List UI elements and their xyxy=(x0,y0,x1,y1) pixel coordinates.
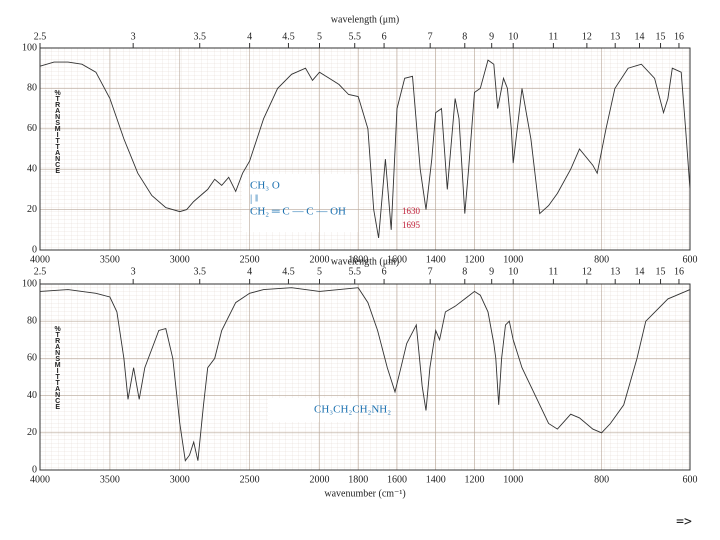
structure-box xyxy=(268,398,360,422)
x2-tick-label: 3 xyxy=(131,31,136,42)
x2-tick-label: 9 xyxy=(489,266,494,277)
x-tick-label: 2500 xyxy=(240,254,260,265)
y-tick-label: 20 xyxy=(27,204,37,215)
x-tick-label: 600 xyxy=(683,254,698,265)
structure-box xyxy=(242,174,360,232)
y-axis-title: %TRANSMITTANCE xyxy=(53,326,61,410)
y-tick-label: 60 xyxy=(27,123,37,134)
x2-tick-label: 16 xyxy=(674,266,684,277)
x2-tick-label: 10 xyxy=(508,31,518,42)
x2-tick-label: 12 xyxy=(582,31,592,42)
y-tick-label: 40 xyxy=(27,390,37,401)
x2-tick-label: 10 xyxy=(508,266,518,277)
plot-frame xyxy=(39,47,691,251)
x-tick-label: 1400 xyxy=(426,254,446,265)
y-tick-label: 60 xyxy=(27,353,37,364)
x-tick-label: 1600 xyxy=(387,254,407,265)
x2-tick-label: 4 xyxy=(247,266,252,277)
x2-tick-label: 8 xyxy=(462,31,467,42)
x2-tick-label: 4 xyxy=(247,31,252,42)
spectrum-line xyxy=(39,287,691,462)
x2-tick-label: 11 xyxy=(549,31,559,42)
x-tick-label: 800 xyxy=(594,254,609,265)
x-tick-label: 1200 xyxy=(464,254,484,265)
x2-tick-label: 5 xyxy=(317,266,322,277)
x-tick-label: 2500 xyxy=(240,474,260,485)
x2-tick-label: 11 xyxy=(549,266,559,277)
x-tick-label: 4000 xyxy=(30,254,50,265)
x2-tick-label: 5.5 xyxy=(348,266,361,277)
structure-formula: | ‖ xyxy=(250,193,258,205)
minor-grid xyxy=(40,48,690,250)
x2-tick-label: 2.5 xyxy=(34,266,47,277)
x2-tick-label: 6 xyxy=(382,266,387,277)
y-tick-label: 80 xyxy=(27,83,37,94)
x-tick-label: 1800 xyxy=(348,474,368,485)
peak-annotation: 1630 xyxy=(402,206,421,216)
peak-annotation: 1695 xyxy=(402,220,421,230)
x-axis-title: wavenumber (cm⁻¹) xyxy=(324,488,405,499)
x2-tick-label: 13 xyxy=(610,31,620,42)
x-tick-label: 1800 xyxy=(348,254,368,265)
y-tick-label: 20 xyxy=(27,427,37,438)
x-tick-label: 3000 xyxy=(170,474,190,485)
plot-frame xyxy=(39,283,691,471)
x2-tick-label: 4.5 xyxy=(282,31,295,42)
x2-tick-label: 6 xyxy=(382,31,387,42)
x-tick-label: 3000 xyxy=(170,254,190,265)
next-arrow[interactable]: => xyxy=(676,515,692,530)
x-tick-label: 4000 xyxy=(30,474,50,485)
x2-tick-label: 16 xyxy=(674,31,684,42)
y-axis-title: %TRANSMITTANCE xyxy=(53,90,61,174)
x2-tick-label: 15 xyxy=(656,31,666,42)
x2-tick-label: 8 xyxy=(462,266,467,277)
spectrum-line xyxy=(39,59,691,238)
y-tick-label: 100 xyxy=(22,278,37,289)
x-tick-label: 1200 xyxy=(464,474,484,485)
x2-tick-label: 9 xyxy=(489,31,494,42)
structure-formula: CH₃CH₂CH₂NH₂ xyxy=(314,404,391,416)
x-tick-label: 1600 xyxy=(387,474,407,485)
x2-tick-label: 7 xyxy=(428,31,433,42)
y-tick-label: 40 xyxy=(27,163,37,174)
x2-tick-label: 3 xyxy=(131,266,136,277)
y-tick-label: 0 xyxy=(32,464,37,475)
y-tick-label: 0 xyxy=(32,244,37,255)
structure-formula: CH₂ ═ C — C — OH xyxy=(250,206,346,218)
x-tick-label: 800 xyxy=(594,474,609,485)
x-tick-label: 3500 xyxy=(100,474,120,485)
x2-tick-label: 15 xyxy=(656,266,666,277)
x2-tick-label: 3.5 xyxy=(193,31,206,42)
x2-tick-label: 12 xyxy=(582,266,592,277)
structure-formula: CH₃ O xyxy=(250,180,280,192)
x2-tick-label: 13 xyxy=(610,266,620,277)
x-tick-label: 1400 xyxy=(426,474,446,485)
y-tick-label: 100 xyxy=(22,42,37,53)
minor-grid xyxy=(40,284,690,470)
x2-tick-label: 2.5 xyxy=(34,31,47,42)
x-tick-label: 3500 xyxy=(100,254,120,265)
x2-axis-title: wavelength (μm) xyxy=(331,256,399,267)
x-tick-label: 2000 xyxy=(310,254,330,265)
x2-axis-title: wavelength (μm) xyxy=(331,14,399,25)
x2-tick-label: 5.5 xyxy=(348,31,361,42)
x-tick-label: 1000 xyxy=(503,254,523,265)
x2-tick-label: 14 xyxy=(634,266,644,277)
x2-tick-label: 7 xyxy=(428,266,433,277)
x-tick-label: 600 xyxy=(683,474,698,485)
y-tick-label: 80 xyxy=(27,315,37,326)
x-tick-label: 2000 xyxy=(310,474,330,485)
x2-tick-label: 4.5 xyxy=(282,266,295,277)
x2-tick-label: 14 xyxy=(634,31,644,42)
x2-tick-label: 3.5 xyxy=(193,266,206,277)
x2-tick-label: 5 xyxy=(317,31,322,42)
x-tick-label: 1000 xyxy=(503,474,523,485)
